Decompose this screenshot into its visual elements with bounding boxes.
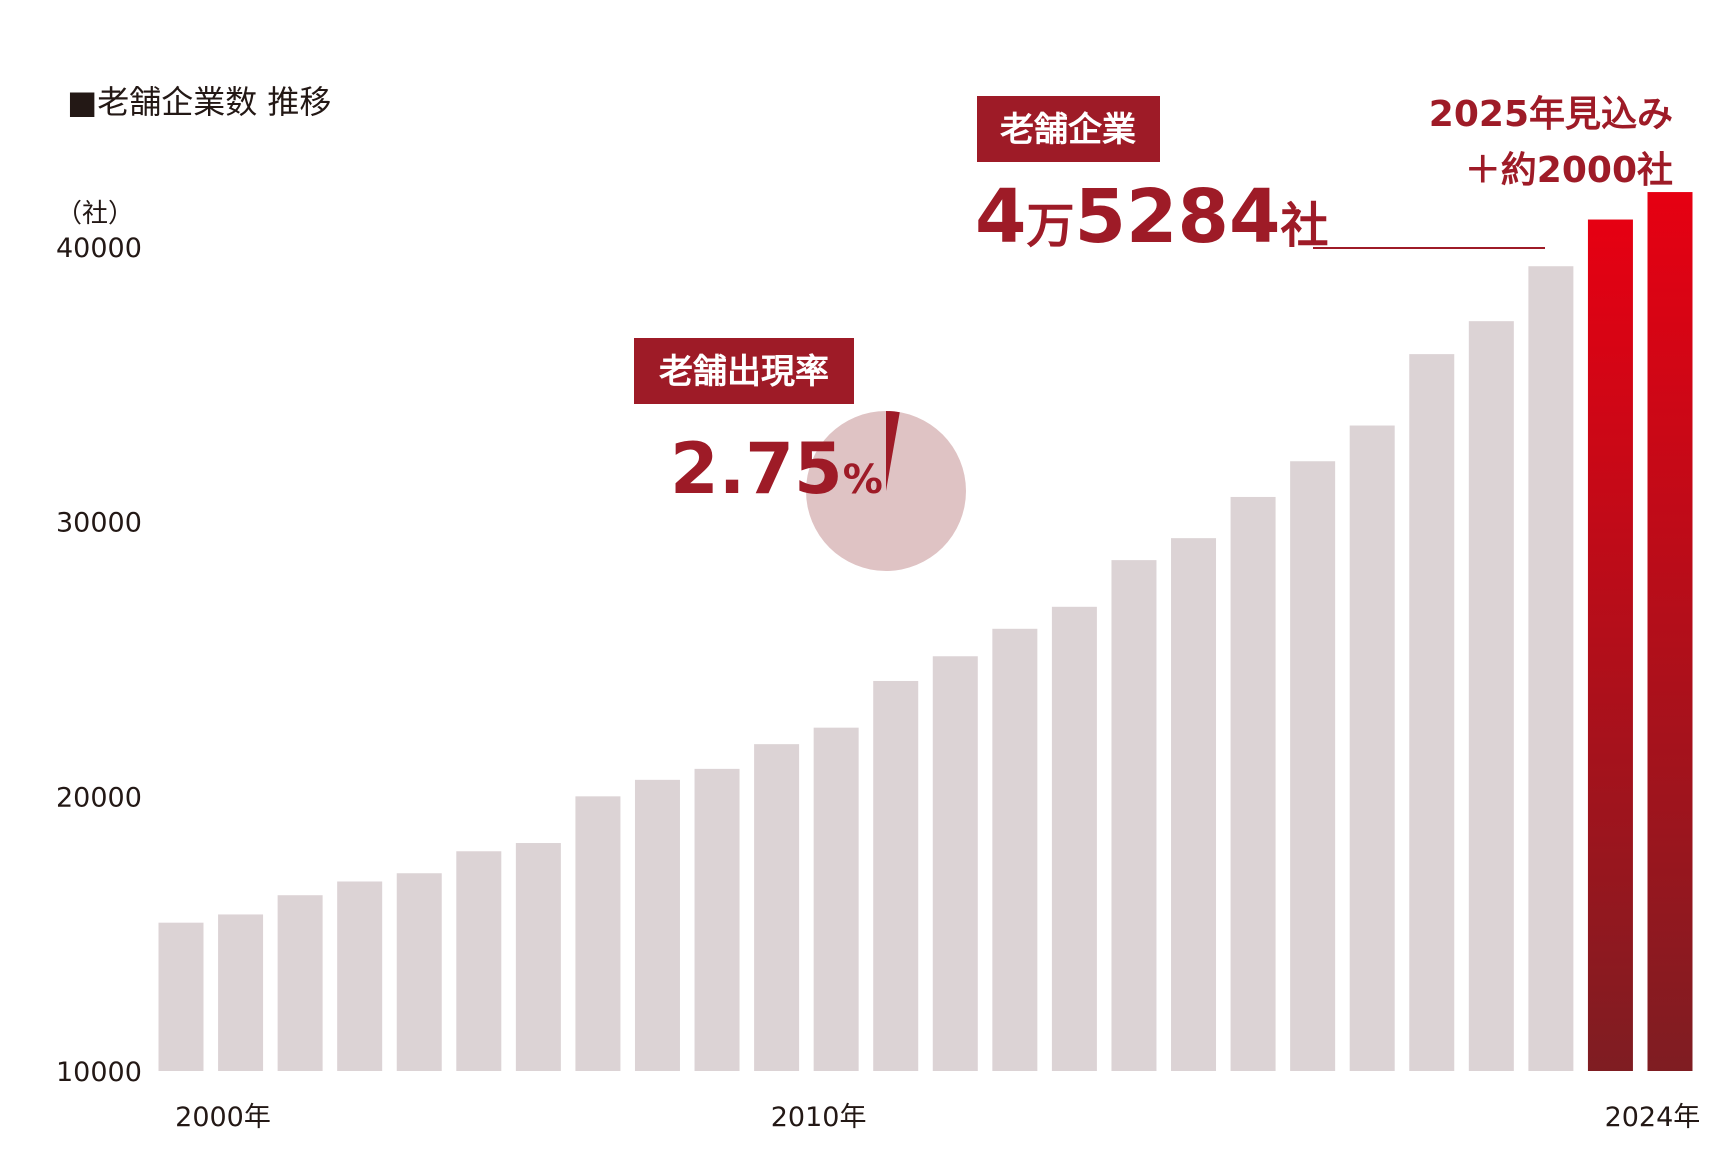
forecast-annotation: 2025年見込み ＋約2000社: [1429, 94, 1673, 191]
y-tick-label: 40000: [56, 233, 142, 264]
bar: [1290, 461, 1336, 1071]
y-unit-label: （社）: [56, 199, 134, 229]
x-axis-ticks: 2000年 2010年 2024年: [175, 1102, 1700, 1133]
bar: [873, 680, 919, 1071]
bars-group: [158, 192, 1693, 1072]
bar: [694, 768, 740, 1071]
company-annotation: 老舗企業 4万5284社: [975, 96, 1545, 260]
company-count-unit: 社: [1280, 198, 1328, 254]
bar: [456, 851, 502, 1071]
company-count-man: 4: [975, 174, 1027, 260]
ratio-label-box: [634, 338, 854, 404]
bar: [1111, 560, 1157, 1071]
company-count: 4万5284社: [975, 174, 1329, 260]
x-tick-label: 2010年: [771, 1102, 867, 1133]
bar: [1528, 266, 1574, 1071]
bar: [1171, 538, 1217, 1071]
forecast-line-2: ＋約2000社: [1465, 150, 1673, 191]
bar: [1468, 321, 1514, 1071]
company-count-man-unit: 万: [1027, 198, 1075, 254]
bar: [515, 843, 561, 1071]
bar: [575, 796, 621, 1071]
bar: [337, 881, 383, 1071]
y-tick-label: 10000: [56, 1057, 142, 1088]
ratio-value: 2.75%: [670, 428, 883, 510]
bar: [277, 895, 323, 1071]
bar: [992, 628, 1038, 1071]
y-axis-ticks: 10000 20000 30000 40000: [56, 233, 142, 1088]
company-count-rest: 5284: [1075, 174, 1281, 260]
y-tick-label: 20000: [56, 782, 142, 813]
company-label: 老舗企業: [1000, 110, 1136, 150]
ratio-annotation: 老舗出現率 2.75%: [634, 338, 966, 571]
ratio-unit: %: [843, 457, 883, 503]
bar: [932, 656, 978, 1071]
bar: [218, 914, 264, 1071]
ratio-pie-slice: [886, 411, 900, 491]
bar: [1409, 354, 1455, 1071]
x-tick-label: 2024年: [1605, 1102, 1701, 1133]
bar: [396, 873, 442, 1071]
bar: [1349, 425, 1395, 1071]
forecast-line-1: 2025年見込み: [1429, 94, 1673, 135]
bar: [1647, 192, 1693, 1072]
chart-title: ■老舗企業数 推移: [67, 83, 331, 121]
company-label-box: [977, 96, 1160, 162]
bar: [1587, 219, 1633, 1072]
x-tick-label: 2000年: [175, 1102, 271, 1133]
bar: [813, 727, 859, 1071]
ratio-number: 2.75: [670, 428, 843, 510]
bar: [634, 779, 680, 1071]
bar: [158, 922, 204, 1071]
bar: [1230, 496, 1276, 1071]
y-tick-label: 30000: [56, 508, 142, 539]
ratio-label: 老舗出現率: [659, 352, 829, 392]
bar: [754, 744, 800, 1071]
bar: [1051, 606, 1097, 1071]
